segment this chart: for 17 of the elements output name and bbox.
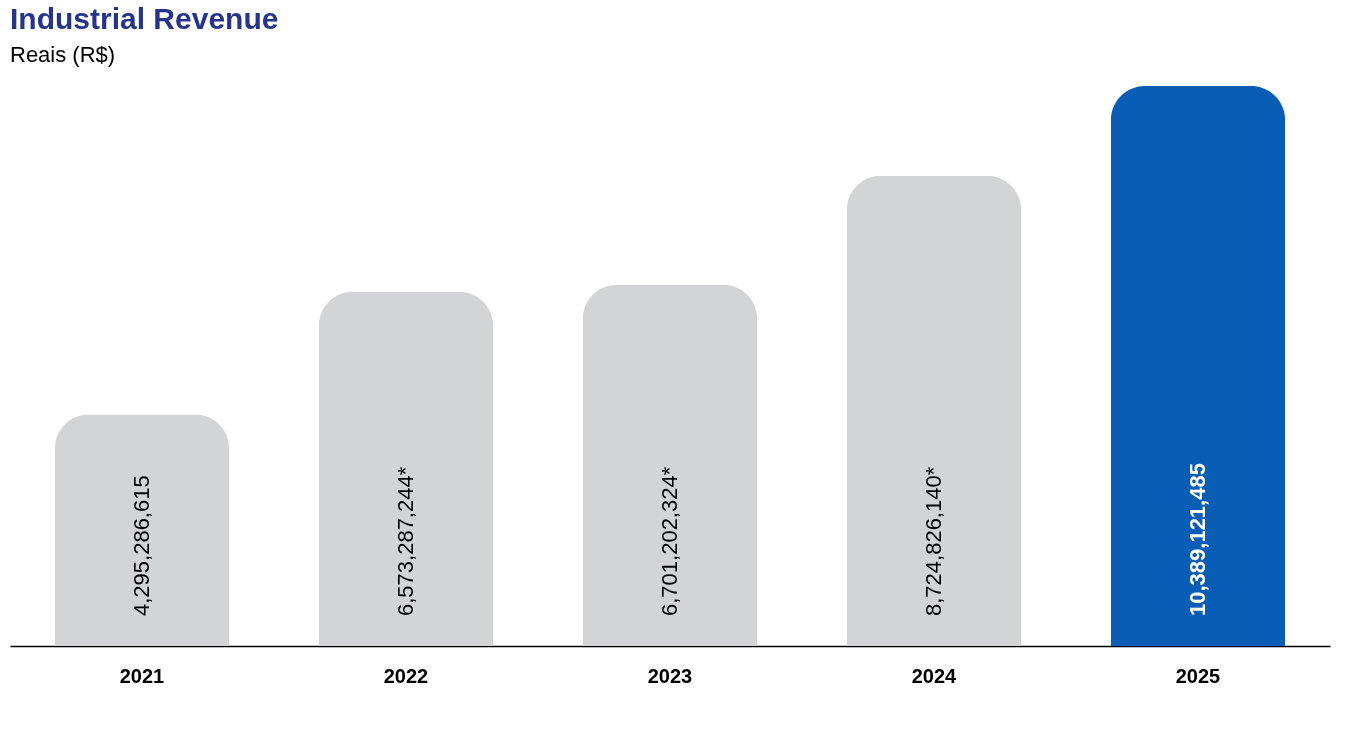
bar bbox=[846, 175, 1022, 646]
chart-subtitle: Reais (R$) bbox=[10, 42, 116, 67]
data-label: 10,389,121,485 bbox=[1185, 463, 1210, 616]
bar bbox=[318, 291, 494, 646]
x-tick-label: 2022 bbox=[383, 664, 429, 687]
x-tick-label: 2021 bbox=[119, 664, 165, 687]
data-label: 8,724,826,140* bbox=[921, 466, 946, 616]
chart-title: Industrial Revenue bbox=[10, 2, 279, 35]
data-label: 6,701,202,324* bbox=[657, 466, 682, 616]
data-label: 4,295,286,615 bbox=[129, 475, 154, 616]
x-tick-label: 2023 bbox=[647, 664, 693, 687]
data-label: 6,573,287,244* bbox=[393, 466, 418, 616]
bar bbox=[582, 284, 758, 646]
x-tick-label: 2024 bbox=[911, 664, 958, 687]
x-tick-label: 2025 bbox=[1175, 664, 1221, 687]
bar bbox=[1110, 86, 1286, 646]
bar bbox=[54, 414, 230, 646]
